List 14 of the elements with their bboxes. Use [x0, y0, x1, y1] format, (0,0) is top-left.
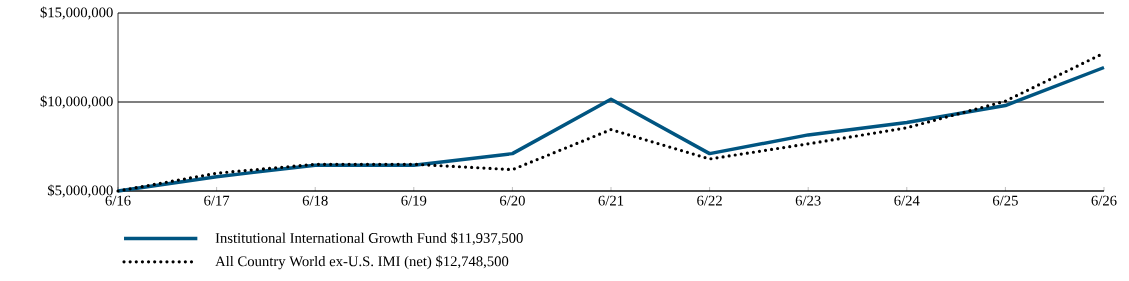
legend-label: All Country World ex-U.S. IMI (net) $12,748,500: [215, 255, 509, 270]
x-tick-label: 6/20: [500, 195, 525, 206]
y-tick-label: $10,000,000: [40, 95, 113, 109]
x-tick-label: 6/24: [894, 195, 920, 206]
x-tick-label: 6/23: [795, 195, 821, 206]
x-tick-label: 6/22: [697, 195, 722, 206]
x-tick-label: 6/25: [992, 195, 1018, 206]
x-tick-label: 6/17: [204, 195, 230, 206]
x-tick-label: 6/21: [598, 195, 624, 206]
x-tick-label: 6/26: [1091, 195, 1117, 206]
x-tick-label: 6/19: [401, 195, 427, 206]
x-tick-label: 6/18: [302, 195, 328, 206]
legend-label: Institutional International Growth Fund $11,937,500: [215, 232, 523, 246]
y-tick-label: $15,000,000: [40, 6, 113, 20]
